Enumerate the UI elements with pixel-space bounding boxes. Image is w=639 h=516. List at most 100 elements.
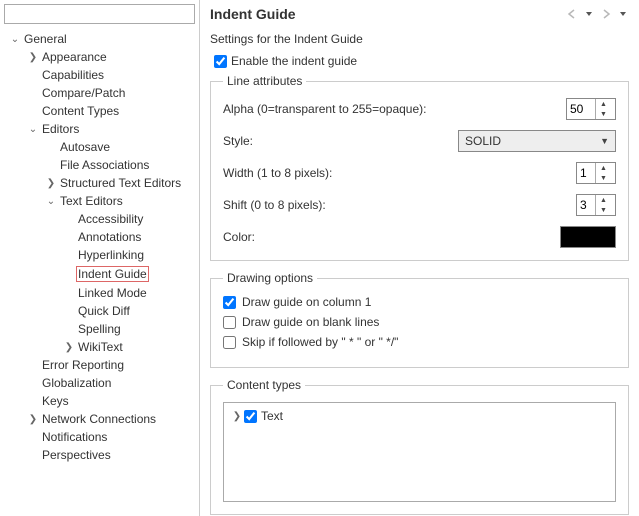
tree-item[interactable]: ⌄General bbox=[0, 30, 199, 48]
draw-blank-row: Draw guide on blank lines bbox=[223, 315, 616, 329]
width-input[interactable] bbox=[577, 163, 595, 183]
style-row: Style: SOLID ▼ bbox=[223, 130, 616, 152]
tree-item[interactable]: ❯Autosave bbox=[0, 138, 199, 156]
width-down[interactable]: ▼ bbox=[596, 173, 611, 183]
tree-item-label: Text Editors bbox=[58, 194, 125, 208]
tree-item-label: Compare/Patch bbox=[40, 86, 127, 100]
shift-down[interactable]: ▼ bbox=[596, 205, 611, 215]
tree-item-label: Appearance bbox=[40, 50, 109, 64]
tree-item-label: Annotations bbox=[76, 230, 143, 244]
alpha-spinner[interactable]: ▲▼ bbox=[566, 98, 616, 120]
style-select[interactable]: SOLID ▼ bbox=[458, 130, 616, 152]
tree-item-label: Hyperlinking bbox=[76, 248, 146, 262]
preferences-tree[interactable]: ⌄General❯Appearance❯Capabilities❯Compare… bbox=[0, 28, 199, 516]
alpha-label: Alpha (0=transparent to 255=opaque): bbox=[223, 102, 566, 116]
color-label: Color: bbox=[223, 230, 560, 244]
tree-item[interactable]: ❯Accessibility bbox=[0, 210, 199, 228]
expand-icon[interactable]: ❯ bbox=[44, 178, 58, 189]
tree-item[interactable]: ❯Network Connections bbox=[0, 410, 199, 428]
tree-item[interactable]: ❯Compare/Patch bbox=[0, 84, 199, 102]
tree-item-label: Keys bbox=[40, 394, 71, 408]
skip-row: Skip if followed by " * " or " */" bbox=[223, 335, 616, 349]
right-header: Indent Guide bbox=[210, 6, 629, 22]
nav-back-button[interactable] bbox=[563, 6, 581, 22]
search-input[interactable] bbox=[4, 4, 195, 24]
skip-checkbox[interactable] bbox=[223, 336, 236, 349]
expand-icon[interactable]: ❯ bbox=[230, 411, 244, 422]
tree-item-label: Autosave bbox=[58, 140, 112, 154]
collapse-icon[interactable]: ⌄ bbox=[26, 124, 40, 135]
tree-item[interactable]: ❯Quick Diff bbox=[0, 302, 199, 320]
tree-item[interactable]: ❯Content Types bbox=[0, 102, 199, 120]
tree-item-label: Network Connections bbox=[40, 412, 158, 426]
tree-item[interactable]: ❯WikiText bbox=[0, 338, 199, 356]
shift-up[interactable]: ▲ bbox=[596, 195, 611, 205]
collapse-icon[interactable]: ⌄ bbox=[44, 196, 58, 207]
tree-item[interactable]: ❯Structured Text Editors bbox=[0, 174, 199, 192]
tree-item[interactable]: ❯Perspectives bbox=[0, 446, 199, 464]
settings-description: Settings for the Indent Guide bbox=[210, 32, 629, 46]
alpha-up[interactable]: ▲ bbox=[596, 99, 611, 109]
shift-spinner[interactable]: ▲▼ bbox=[576, 194, 616, 216]
expand-icon[interactable]: ❯ bbox=[26, 52, 40, 63]
tree-item[interactable]: ❯Globalization bbox=[0, 374, 199, 392]
nav-forward-menu[interactable] bbox=[617, 6, 629, 22]
shift-input[interactable] bbox=[577, 195, 595, 215]
tree-item-label: General bbox=[22, 32, 69, 46]
tree-item-label: Globalization bbox=[40, 376, 113, 390]
shift-label: Shift (0 to 8 pixels): bbox=[223, 198, 576, 212]
tree-item[interactable]: ❯Notifications bbox=[0, 428, 199, 446]
enable-checkbox[interactable] bbox=[214, 55, 227, 68]
tree-item-label: Capabilities bbox=[40, 68, 106, 82]
content-type-checkbox[interactable] bbox=[244, 410, 257, 423]
tree-item[interactable]: ❯Hyperlinking bbox=[0, 246, 199, 264]
draw-blank-checkbox[interactable] bbox=[223, 316, 236, 329]
nav-icons bbox=[563, 6, 629, 22]
page-title: Indent Guide bbox=[210, 6, 296, 22]
tree-item-label: Indent Guide bbox=[76, 266, 149, 282]
shift-row: Shift (0 to 8 pixels): ▲▼ bbox=[223, 194, 616, 216]
tree-item-label: Perspectives bbox=[40, 448, 113, 462]
tree-item[interactable]: ❯Annotations bbox=[0, 228, 199, 246]
tree-item[interactable]: ⌄Editors bbox=[0, 120, 199, 138]
draw-col1-row: Draw guide on column 1 bbox=[223, 295, 616, 309]
drawing-options-fieldset: Drawing options Draw guide on column 1 D… bbox=[210, 271, 629, 368]
width-spinner[interactable]: ▲▼ bbox=[576, 162, 616, 184]
collapse-icon[interactable]: ⌄ bbox=[8, 34, 22, 45]
nav-forward-button[interactable] bbox=[597, 6, 615, 22]
tree-item-label: Editors bbox=[40, 122, 81, 136]
line-attributes-fieldset: Line attributes Alpha (0=transparent to … bbox=[210, 74, 629, 261]
nav-back-menu[interactable] bbox=[583, 6, 595, 22]
tree-item-label: Error Reporting bbox=[40, 358, 126, 372]
tree-item[interactable]: ❯Error Reporting bbox=[0, 356, 199, 374]
content-types-tree[interactable]: ❯ Text bbox=[223, 402, 616, 502]
draw-col1-label: Draw guide on column 1 bbox=[242, 295, 371, 309]
alpha-down[interactable]: ▼ bbox=[596, 109, 611, 119]
tree-item[interactable]: ❯Indent Guide bbox=[0, 264, 199, 284]
right-panel: Indent Guide Settings for the Indent Gui… bbox=[200, 0, 639, 516]
alpha-input[interactable] bbox=[567, 99, 595, 119]
tree-item[interactable]: ❯Capabilities bbox=[0, 66, 199, 84]
tree-item[interactable]: ❯Appearance bbox=[0, 48, 199, 66]
expand-icon[interactable]: ❯ bbox=[62, 342, 76, 353]
tree-item-label: Content Types bbox=[40, 104, 121, 118]
width-up[interactable]: ▲ bbox=[596, 163, 611, 173]
tree-item[interactable]: ❯Spelling bbox=[0, 320, 199, 338]
content-types-legend: Content types bbox=[223, 378, 305, 392]
content-type-item[interactable]: ❯ Text bbox=[230, 409, 609, 423]
draw-col1-checkbox[interactable] bbox=[223, 296, 236, 309]
tree-item[interactable]: ⌄Text Editors bbox=[0, 192, 199, 210]
tree-item[interactable]: ❯Linked Mode bbox=[0, 284, 199, 302]
chevron-down-icon: ▼ bbox=[600, 136, 609, 146]
color-swatch[interactable] bbox=[560, 226, 616, 248]
expand-icon[interactable]: ❯ bbox=[26, 414, 40, 425]
tree-item[interactable]: ❯Keys bbox=[0, 392, 199, 410]
tree-item[interactable]: ❯File Associations bbox=[0, 156, 199, 174]
search-box bbox=[4, 4, 195, 24]
tree-item-label: Structured Text Editors bbox=[58, 176, 183, 190]
tree-item-label: File Associations bbox=[58, 158, 151, 172]
line-attributes-legend: Line attributes bbox=[223, 74, 306, 88]
tree-item-label: Notifications bbox=[40, 430, 109, 444]
style-value: SOLID bbox=[465, 134, 501, 148]
tree-item-label: Accessibility bbox=[76, 212, 145, 226]
